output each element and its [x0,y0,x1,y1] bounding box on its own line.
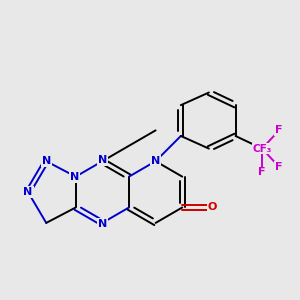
Text: F: F [275,162,283,172]
Text: N: N [151,156,160,166]
Text: N: N [23,187,33,197]
Text: O: O [208,202,217,212]
Text: N: N [98,155,107,165]
Text: N: N [70,172,79,182]
Text: N: N [42,156,51,166]
Text: F: F [258,167,266,177]
Text: CF₃: CF₃ [253,144,272,154]
Text: F: F [275,125,283,135]
Text: N: N [98,219,107,229]
